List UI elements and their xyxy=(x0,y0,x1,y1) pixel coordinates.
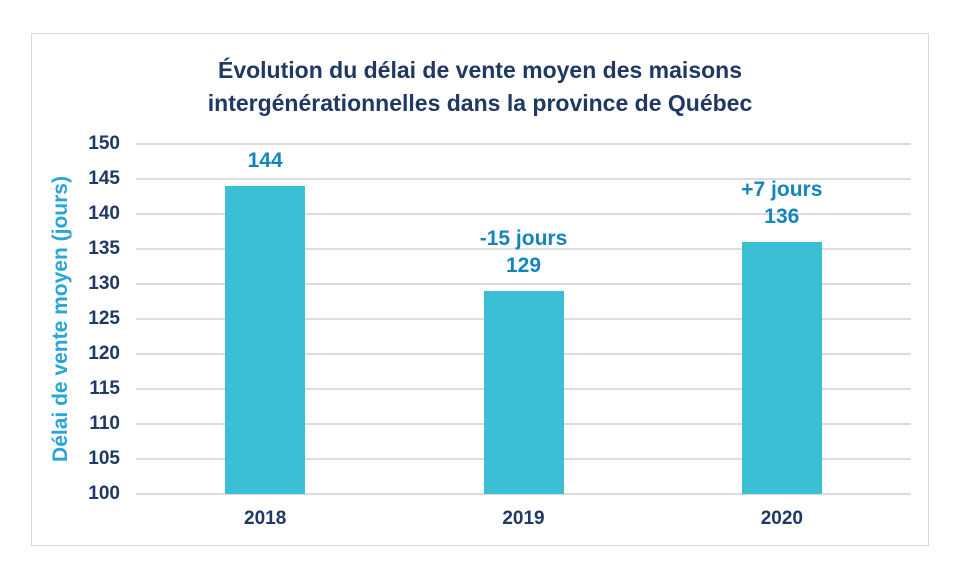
chart-title-line1: Évolution du délai de vente moyen des ma… xyxy=(217,57,742,83)
bar-2020 xyxy=(741,242,822,494)
bar-annotation-2020: +7 jours xyxy=(741,178,823,201)
x-tick-label-2020: 2020 xyxy=(760,508,803,529)
x-tick-label-2019: 2019 xyxy=(502,508,545,529)
chart-title-line2: intergénérationnelles dans la province d… xyxy=(207,90,753,116)
chart-title: Évolution du délai de vente moyen des ma… xyxy=(32,54,928,120)
y-tick-label-125: 125 xyxy=(88,308,120,329)
y-tick-label-115: 115 xyxy=(89,378,120,399)
bar-value-2018: 144 xyxy=(247,149,283,172)
y-tick-label-135: 135 xyxy=(88,238,120,259)
y-tick-label-120: 120 xyxy=(88,343,120,364)
gridline-y-135 xyxy=(136,248,911,250)
gridline-y-150 xyxy=(136,143,911,145)
bar-label-2020: +7 jours 136 xyxy=(741,176,822,230)
chart-frame: Évolution du délai de vente moyen des ma… xyxy=(31,33,929,546)
y-tick-label-140: 140 xyxy=(88,203,120,224)
bar-2018 xyxy=(225,186,306,494)
y-tick-label-105: 105 xyxy=(88,448,120,469)
y-tick-label-100: 100 xyxy=(88,483,120,504)
gridline-y-145 xyxy=(136,178,911,180)
gridline-y-140 xyxy=(136,213,911,215)
bar-value-2020: 136 xyxy=(764,205,800,228)
y-tick-label-150: 150 xyxy=(88,133,120,154)
y-tick-label-110: 110 xyxy=(89,413,120,434)
bar-label-2019: -15 jours 129 xyxy=(480,225,568,279)
bar-label-2018: 144 xyxy=(248,147,283,174)
bar-value-2019: 129 xyxy=(505,254,542,277)
gridline-y-100 xyxy=(136,493,911,495)
y-tick-label-145: 145 xyxy=(88,168,120,189)
bar-annotation-2019: -15 jours xyxy=(479,227,568,250)
bar-2019 xyxy=(483,291,564,494)
gridline-y-130 xyxy=(136,283,911,285)
plot-area: 100 105 110 115 120 125 130 135 140 145 150 144 2018… xyxy=(88,133,911,529)
x-tick-label-2018: 2018 xyxy=(244,508,287,529)
y-tick-label-130: 130 xyxy=(88,273,120,294)
